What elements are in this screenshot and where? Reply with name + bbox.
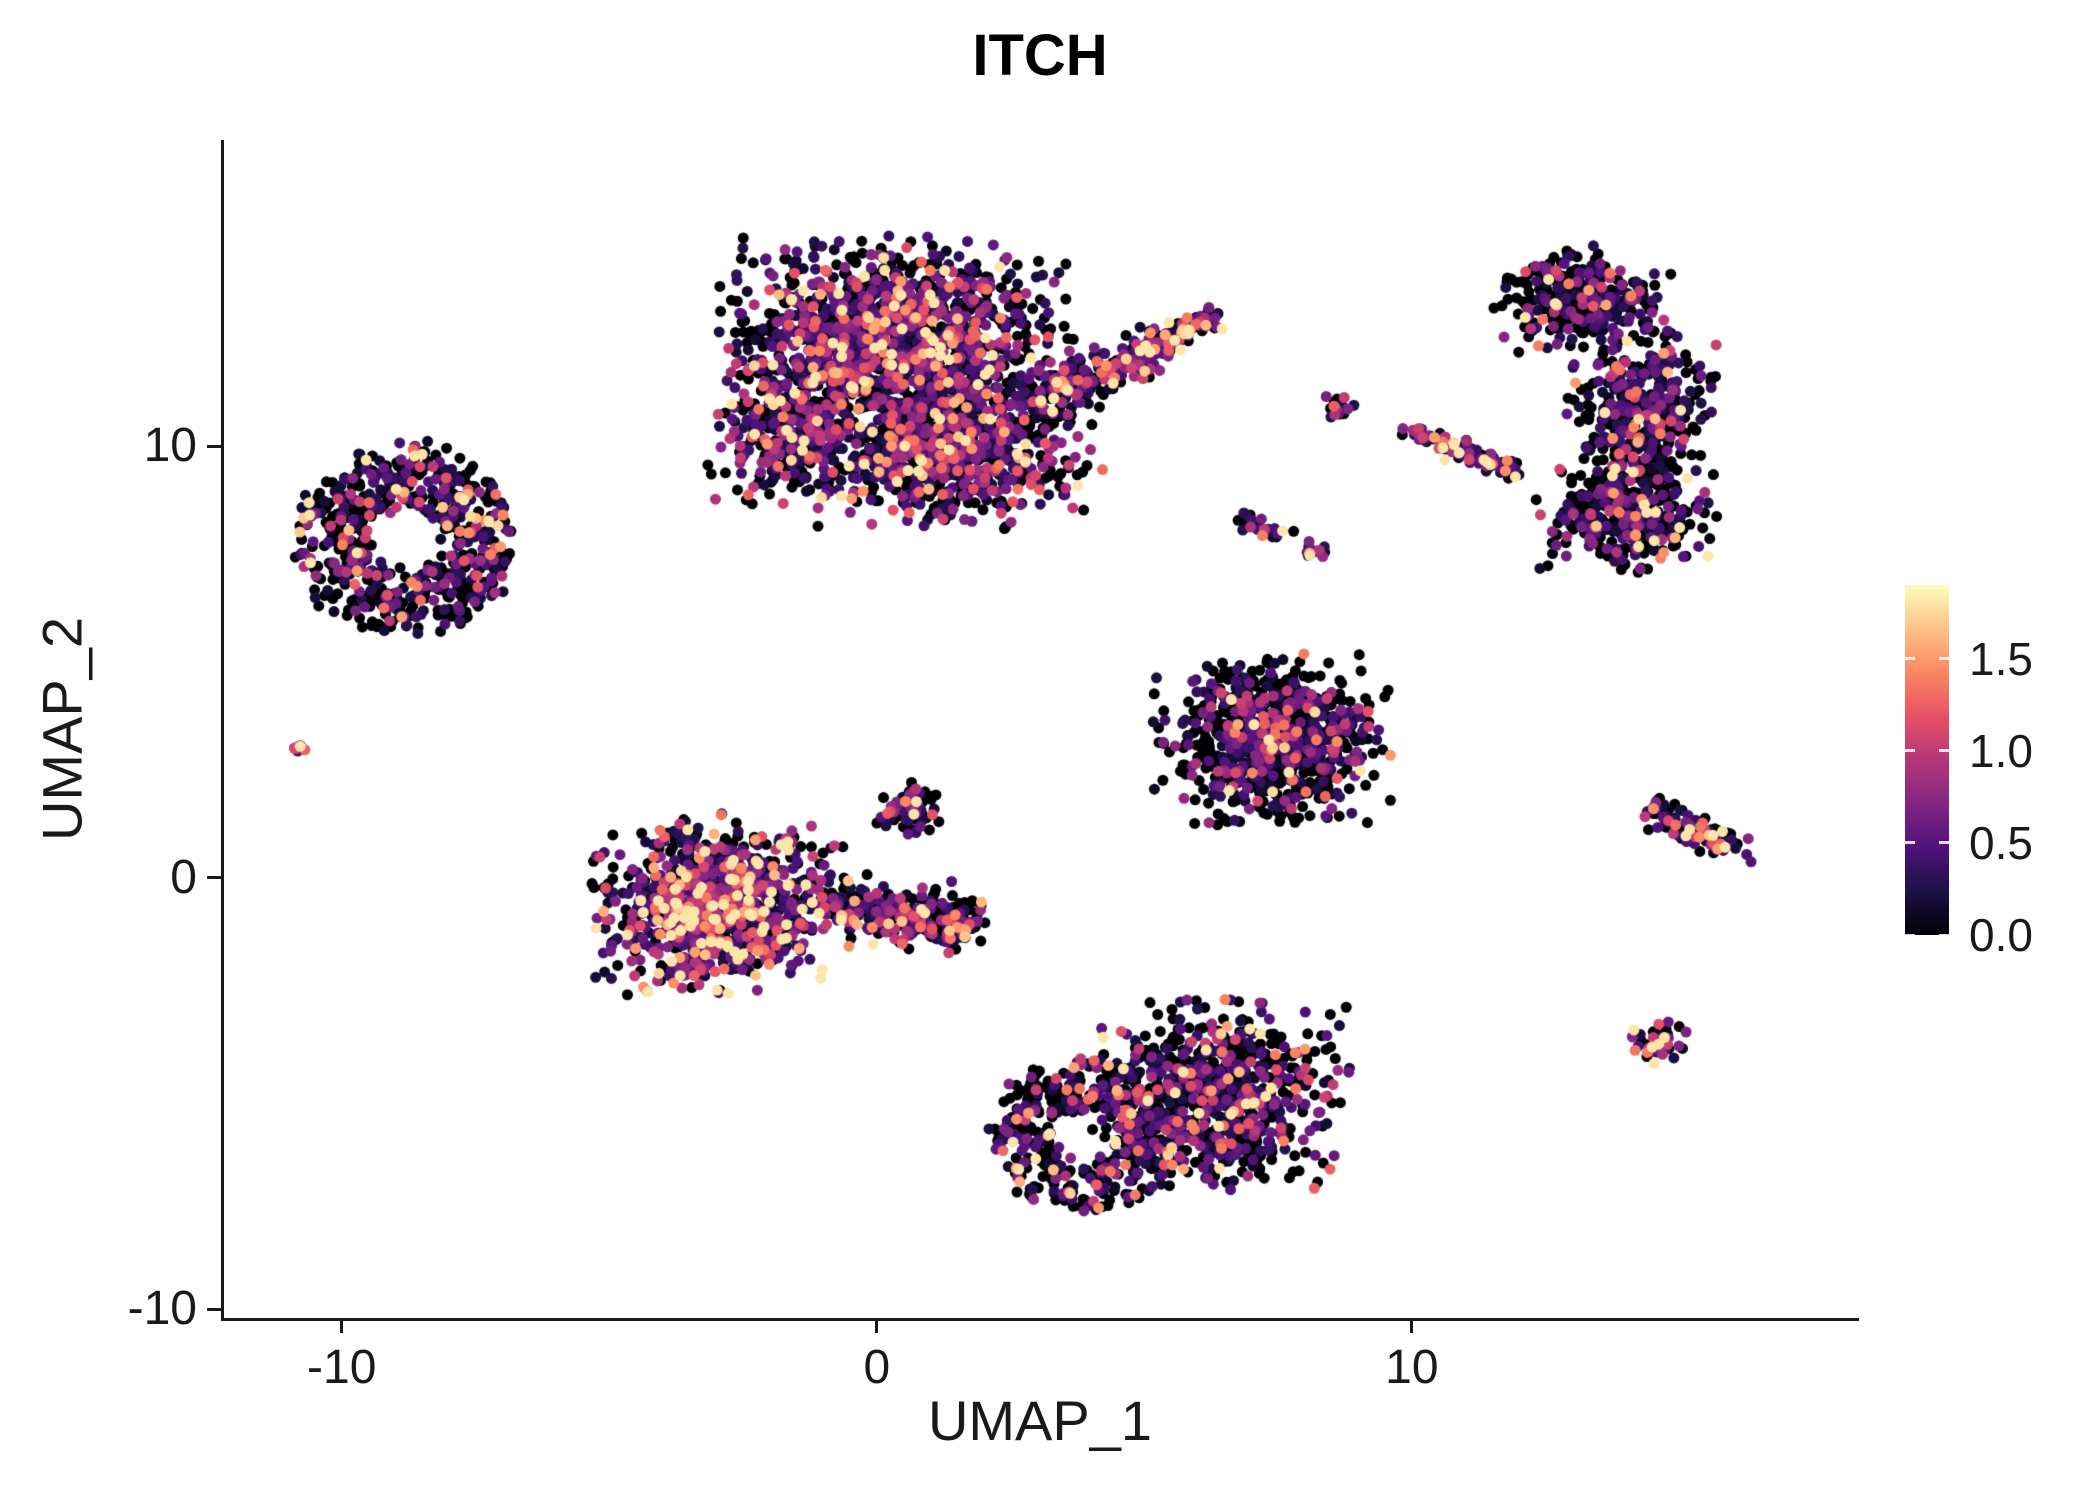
x-tick-mark <box>340 1319 344 1333</box>
scatter-canvas <box>224 140 1856 1318</box>
x-axis-title: UMAP_1 <box>927 1389 1153 1452</box>
x-tick-label: 0 <box>863 1341 891 1394</box>
y-tick-label: 0 <box>170 850 197 904</box>
colorbar-tick-mark <box>1939 657 1949 661</box>
colorbar-tick-mark <box>1905 657 1915 661</box>
colorbar-tick-mark <box>1939 841 1949 845</box>
y-tick-mark <box>207 1307 221 1311</box>
y-tick-mark <box>207 444 221 448</box>
y-tick-label: -10 <box>127 1282 197 1336</box>
colorbar-tick-label: 1.5 <box>1969 632 2033 685</box>
x-tick-label: 10 <box>1385 1341 1439 1394</box>
colorbar-tick-mark <box>1905 749 1915 753</box>
x-tick-label: -10 <box>307 1341 377 1394</box>
x-tick-mark <box>875 1319 879 1333</box>
x-tick-mark <box>1410 1319 1414 1333</box>
x-axis-line <box>221 1318 1859 1321</box>
plot-title: ITCH <box>972 23 1108 88</box>
y-tick-mark <box>207 876 221 880</box>
y-tick-label: 10 <box>143 419 197 473</box>
colorbar-tick-mark <box>1905 841 1915 845</box>
y-axis-title: UMAP_2 <box>30 616 94 842</box>
colorbar-tick-mark <box>1939 749 1949 753</box>
y-axis-line <box>221 140 224 1321</box>
colorbar-tick-mark <box>1939 933 1949 937</box>
colorbar-tick-label: 1.0 <box>1969 724 2033 777</box>
colorbar-tick-mark <box>1905 933 1915 937</box>
colorbar-tick-label: 0.0 <box>1969 909 2033 961</box>
colorbar-gradient <box>1905 585 1949 935</box>
colorbar-tick-label: 0.5 <box>1969 816 2033 869</box>
